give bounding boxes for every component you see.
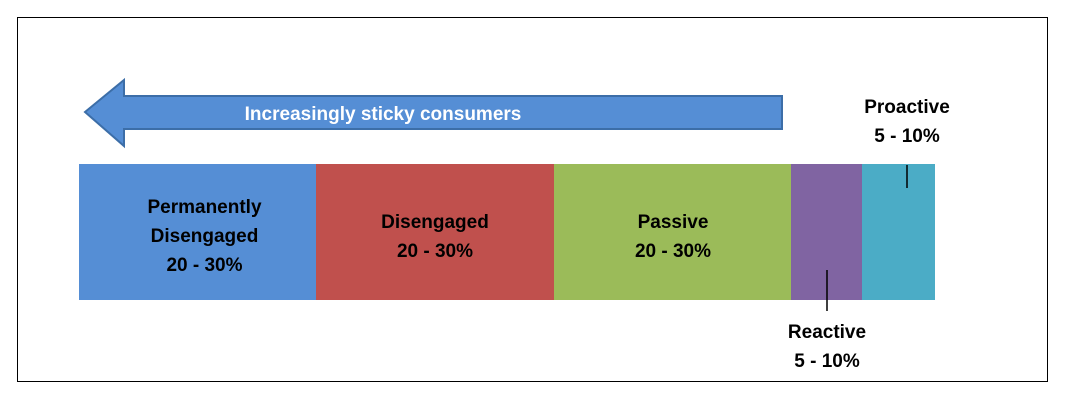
segment-label: Permanently Disengaged 20 - 30% — [122, 193, 287, 280]
segment-name: Disengaged — [381, 212, 489, 233]
segment-range: 20 - 30% — [396, 241, 474, 262]
segment — [554, 164, 791, 300]
arrow — [83, 77, 783, 149]
segment-range: 5 - 10% — [874, 126, 940, 147]
segment-name: Proactive — [864, 97, 950, 118]
frame — [17, 17, 1048, 382]
arrow-label: Increasingly sticky consumers — [245, 104, 522, 125]
segment-name: Reactive — [787, 322, 867, 343]
segment-range: 5 - 10% — [794, 351, 860, 372]
segment-label: Disengaged 20 - 30% — [335, 208, 535, 266]
segment-range: 20 - 30% — [634, 241, 712, 262]
segment-name: Permanently Disengaged — [147, 197, 262, 247]
segment-range: 20 - 30% — [166, 255, 243, 276]
segment-label: Passive 20 - 30% — [573, 208, 773, 266]
segment — [862, 164, 935, 300]
segment-name: Passive — [637, 212, 709, 233]
segment-label: Reactive 5 - 10% — [767, 318, 887, 376]
segment-label: Proactive 5 - 10% — [847, 93, 967, 151]
segment — [79, 164, 316, 300]
segment — [316, 164, 554, 300]
